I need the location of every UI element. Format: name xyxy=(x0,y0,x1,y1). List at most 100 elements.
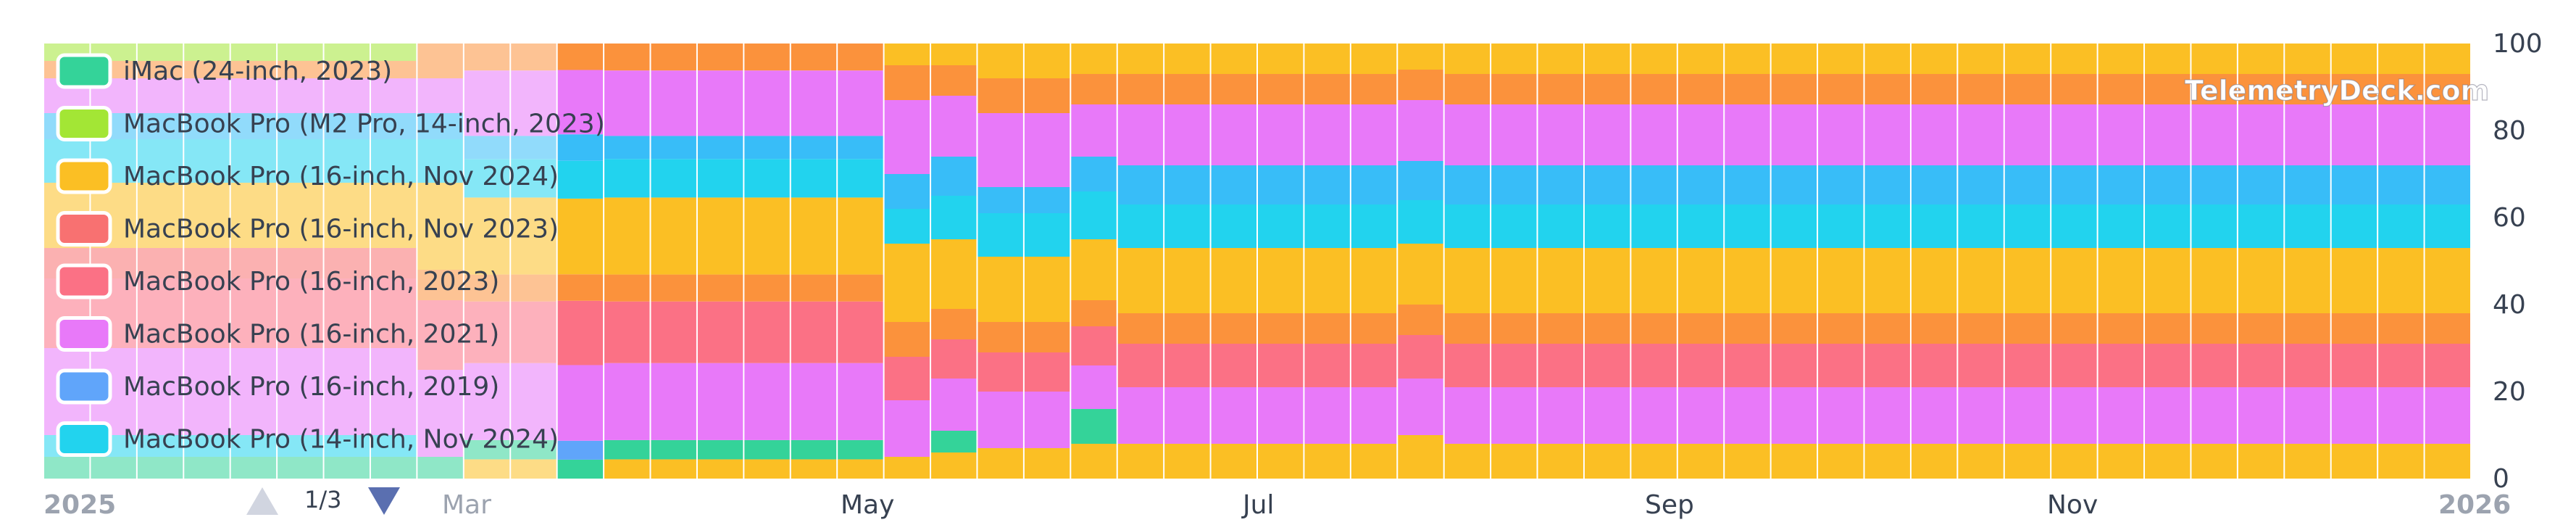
bar-segment[interactable] xyxy=(184,248,230,278)
bar-segment[interactable] xyxy=(1538,313,1583,344)
bar-segment[interactable] xyxy=(1304,74,1350,104)
bar-segment[interactable] xyxy=(1164,44,1210,74)
bar-segment[interactable] xyxy=(1211,74,1256,104)
bar-segment[interactable] xyxy=(2425,387,2470,444)
bar-segment[interactable] xyxy=(1071,300,1117,326)
bar-segment[interactable] xyxy=(2285,313,2330,344)
bar-segment[interactable] xyxy=(2331,44,2377,74)
bar-segment[interactable] xyxy=(1958,44,2004,74)
bar-segment[interactable] xyxy=(2191,204,2237,248)
bar-segment[interactable] xyxy=(370,435,417,457)
bar-segment[interactable] xyxy=(557,459,604,479)
bar-segment[interactable] xyxy=(557,440,604,460)
bar-segment[interactable] xyxy=(230,183,277,248)
bar-segment[interactable] xyxy=(1584,44,1630,74)
bar-segment[interactable] xyxy=(230,248,277,278)
bar-segment[interactable] xyxy=(137,183,183,248)
bar-segment[interactable] xyxy=(1725,165,1770,204)
bar-segment[interactable] xyxy=(1818,387,1864,444)
bar-segment[interactable] xyxy=(978,392,1023,448)
bar-segment[interactable] xyxy=(1911,344,1957,387)
legend-label[interactable]: MacBook Pro (16-inch, Nov 2024) xyxy=(123,162,559,191)
bar-segment[interactable] xyxy=(1024,44,1070,78)
bar-segment[interactable] xyxy=(1071,104,1117,157)
bar-segment[interactable] xyxy=(2378,313,2424,344)
bar-segment[interactable] xyxy=(884,457,930,479)
bar-segment[interactable] xyxy=(1677,444,1724,479)
bar-segment[interactable] xyxy=(604,159,650,198)
bar-segment[interactable] xyxy=(1491,344,1537,387)
bar-segment[interactable] xyxy=(184,139,230,183)
bar-segment[interactable] xyxy=(978,352,1023,392)
bar-segment[interactable] xyxy=(791,197,837,275)
bar-segment[interactable] xyxy=(2425,313,2470,344)
bar-segment[interactable] xyxy=(697,136,743,160)
bar-segment[interactable] xyxy=(1024,78,1070,113)
bar-segment[interactable] xyxy=(2004,204,2051,248)
bar-segment[interactable] xyxy=(1071,191,1117,239)
bar-segment[interactable] xyxy=(697,44,743,71)
bar-segment[interactable] xyxy=(1677,344,1724,387)
bar-segment[interactable] xyxy=(931,96,977,157)
bar-segment[interactable] xyxy=(1631,387,1677,444)
bar-segment[interactable] xyxy=(1818,344,1864,387)
bar-segment[interactable] xyxy=(838,70,883,136)
bar-segment[interactable] xyxy=(651,70,696,136)
bar-segment[interactable] xyxy=(2145,165,2191,204)
bar-segment[interactable] xyxy=(184,348,230,435)
bar-segment[interactable] xyxy=(2425,165,2470,204)
bar-segment[interactable] xyxy=(697,70,743,136)
bar-segment[interactable] xyxy=(1258,313,1304,344)
bar-segment[interactable] xyxy=(184,457,230,479)
bar-segment[interactable] xyxy=(1771,344,1817,387)
bar-segment[interactable] xyxy=(1117,248,1164,313)
bar-segment[interactable] xyxy=(2191,444,2237,479)
bar-segment[interactable] xyxy=(2425,204,2470,248)
bar-segment[interactable] xyxy=(1071,409,1117,444)
bar-segment[interactable] xyxy=(604,44,650,71)
bar-segment[interactable] xyxy=(1024,448,1070,479)
bar-segment[interactable] xyxy=(2238,104,2284,165)
bar-segment[interactable] xyxy=(1164,104,1210,165)
bar-segment[interactable] xyxy=(651,159,696,198)
bar-segment[interactable] xyxy=(604,301,650,363)
bar-segment[interactable] xyxy=(2331,444,2377,479)
bar-segment[interactable] xyxy=(2145,313,2191,344)
bar-segment[interactable] xyxy=(2145,387,2191,444)
bar-segment[interactable] xyxy=(697,459,743,479)
bar-segment[interactable] xyxy=(137,248,183,278)
bar-segment[interactable] xyxy=(2331,204,2377,248)
bar-segment[interactable] xyxy=(1864,104,1910,165)
bar-segment[interactable] xyxy=(2051,104,2097,165)
bar-segment[interactable] xyxy=(2051,74,2097,104)
bar-segment[interactable] xyxy=(511,136,557,160)
bar-segment[interactable] xyxy=(1631,248,1677,313)
legend-swatch[interactable] xyxy=(56,368,112,405)
bar-segment[interactable] xyxy=(2051,444,2097,479)
bar-segment[interactable] xyxy=(370,78,417,113)
bar-segment[interactable] xyxy=(230,457,277,479)
bar-segment[interactable] xyxy=(1677,165,1724,204)
bar-segment[interactable] xyxy=(417,183,463,270)
bar-segment[interactable] xyxy=(697,197,743,275)
bar-segment[interactable] xyxy=(1818,165,1864,204)
bar-segment[interactable] xyxy=(1164,387,1210,444)
bar-segment[interactable] xyxy=(2191,313,2237,344)
bar-segment[interactable] xyxy=(1444,44,1491,74)
bar-segment[interactable] xyxy=(230,435,277,457)
bar-segment[interactable] xyxy=(2378,387,2424,444)
bar-segment[interactable] xyxy=(137,435,183,457)
bar-segment[interactable] xyxy=(651,459,696,479)
bar-segment[interactable] xyxy=(1631,74,1677,104)
bar-segment[interactable] xyxy=(557,70,604,135)
bar-segment[interactable] xyxy=(2098,204,2144,248)
bar-segment[interactable] xyxy=(651,274,696,302)
bar-segment[interactable] xyxy=(604,274,650,302)
bar-segment[interactable] xyxy=(1351,344,1397,387)
bar-segment[interactable] xyxy=(1211,204,1256,248)
bar-segment[interactable] xyxy=(1444,387,1491,444)
bar-segment[interactable] xyxy=(511,197,557,275)
bar-segment[interactable] xyxy=(838,301,883,363)
bar-segment[interactable] xyxy=(1725,313,1770,344)
bar-segment[interactable] xyxy=(2004,444,2051,479)
